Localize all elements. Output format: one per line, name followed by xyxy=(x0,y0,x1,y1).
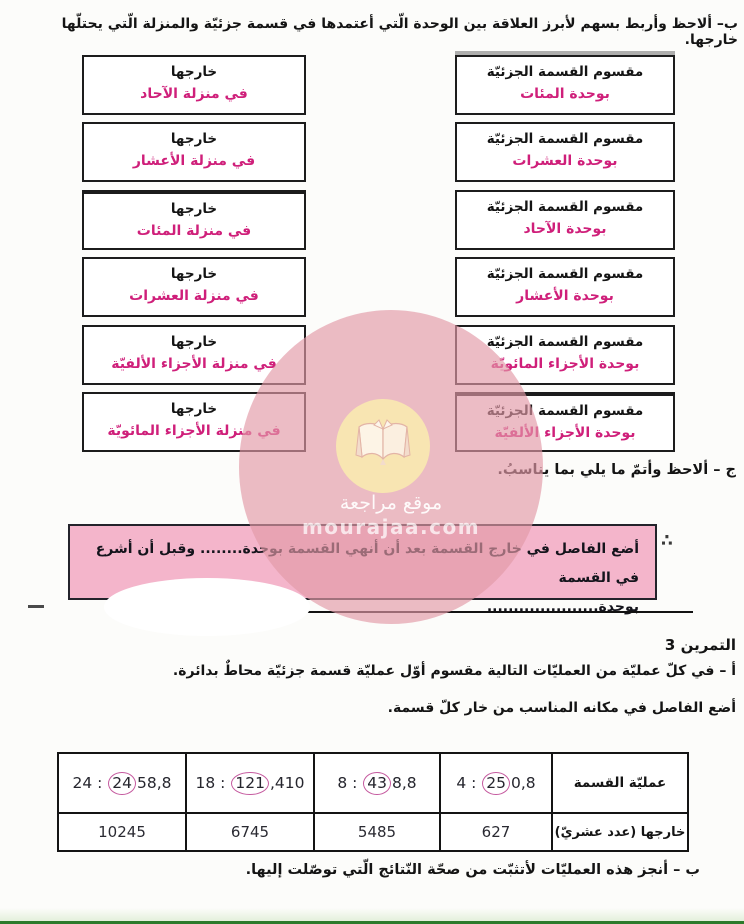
quotient-box-place: في منزلة العشرات xyxy=(129,288,259,305)
dividend-box-1: مقسوم القسمة الجزئيّة بوحدة المئات xyxy=(455,55,675,115)
operation-prefix: 24 : xyxy=(72,773,108,792)
quotient-box-title: خارجها xyxy=(170,334,218,350)
instruction-a: أ – في كلّ عمليّة من العمليّات التالية م… xyxy=(172,663,736,679)
dividend-box-title: مقسوم القسمة الجزئيّة xyxy=(486,334,644,350)
watermark-site-name: موقع مراجعة xyxy=(339,492,443,514)
quotient-box-title: خارجها xyxy=(170,131,218,147)
dividend-box-unit: بوحدة الأعشار xyxy=(516,288,614,305)
dividend-box-3: مقسوم القسمة الجزئيّة بوحدة الآحاد xyxy=(455,190,675,250)
dividend-box-title: مقسوم القسمة الجزئيّة xyxy=(486,131,644,147)
operation-suffix: ,410 xyxy=(269,773,305,792)
quotient-box-3: خارجها في منزلة المئات xyxy=(82,190,306,250)
dividend-box-title: مقسوم القسمة الجزئيّة xyxy=(486,64,644,80)
exercise3-title: التمرين 3 xyxy=(664,636,736,654)
instruction-b-bottom: ب – أنجز هذه العمليّات لأتثبّت من صحّة ا… xyxy=(245,862,700,878)
quotient-box-title: خارجها xyxy=(170,401,218,417)
dividend-box-unit: بوحدة الأجزاء المائويّة xyxy=(490,356,640,373)
instruction-b: ب– ألاحظ وأربط بسهم لأبرز العلاقة بين ال… xyxy=(61,16,738,48)
page-edge-border xyxy=(0,920,744,924)
circled-partial-dividend: 25 xyxy=(482,771,511,795)
quotient-box-title: خارجها xyxy=(170,201,218,217)
white-blob-overlay xyxy=(104,578,310,636)
quotient-box-title: خارجها xyxy=(170,64,218,80)
result-cell-1: 10245 xyxy=(57,812,187,852)
operation-prefix: 8 : xyxy=(337,773,363,792)
open-book-icon xyxy=(352,419,414,473)
quotient-box-place: في منزلة الآحاد xyxy=(140,86,248,103)
header-quotient: خارجها (عدد عشريّ) xyxy=(551,812,689,852)
result-cell-2: 6745 xyxy=(185,812,315,852)
table-row-results: خارجها (عدد عشريّ) 627 5485 6745 10245 xyxy=(57,812,689,852)
dividend-box-2: مقسوم القسمة الجزئيّة بوحدة العشرات xyxy=(455,122,675,182)
watermark-badge xyxy=(336,399,430,493)
operation-cell-1: 24 : 24 58,8 xyxy=(57,752,187,814)
operation-suffix: 0,8 xyxy=(511,773,536,792)
dividend-box-title: مقسوم القسمة الجزئيّة xyxy=(486,199,644,215)
quotient-box-place: في منزلة الأجزاء المائويّة xyxy=(107,423,281,440)
therefore-bullet-icon: ∴ xyxy=(661,531,673,551)
quotient-box-place: في منزلة المئات xyxy=(136,223,252,240)
operation-cell-2: 18 : 121,410 xyxy=(185,752,315,814)
quotient-box-place: في منزلة الأجزاء الألفيّة xyxy=(111,356,277,373)
instruction-c: ج – ألاحظ وأتمّ ما يلي بما يناسبُ. xyxy=(497,462,736,478)
operation-suffix: 58,8 xyxy=(137,773,172,792)
operation-prefix: 18 : xyxy=(195,773,231,792)
operation-prefix: 4 : xyxy=(456,773,482,792)
operation-cell-3: 8 : 43 8,8 xyxy=(313,752,441,814)
dividend-box-unit: بوحدة الآحاد xyxy=(523,221,607,238)
dividend-box-unit: بوحدة المئات xyxy=(520,86,610,103)
circled-partial-dividend: 43 xyxy=(363,771,392,795)
quotient-box-2: خارجها في منزلة الأعشار xyxy=(82,122,306,182)
division-table: عمليّة القسمة 4 : 25 0,8 8 : 43 8,8 18 : 1… xyxy=(57,752,689,852)
quotient-box-place: في منزلة الأعشار xyxy=(132,153,256,170)
quotient-box-6: خارجها في منزلة الأجزاء المائويّة xyxy=(82,392,306,452)
operation-suffix: 8,8 xyxy=(392,773,417,792)
circled-partial-dividend: 121 xyxy=(231,771,269,795)
result-cell-3: 5485 xyxy=(313,812,441,852)
result-cell-4: 627 xyxy=(439,812,553,852)
dividend-box-unit: بوحدة العشرات xyxy=(512,153,618,170)
dividend-box-4: مقسوم القسمة الجزئيّة بوحدة الأعشار xyxy=(455,257,675,317)
margin-dash xyxy=(28,605,44,608)
quotient-box-1: خارجها في منزلة الآحاد xyxy=(82,55,306,115)
header-operation: عمليّة القسمة xyxy=(551,752,689,814)
quotient-box-title: خارجها xyxy=(170,266,218,282)
page-edge-tint xyxy=(0,908,744,922)
dividend-box-title: مقسوم القسمة الجزئيّة xyxy=(486,266,644,282)
circled-partial-dividend: 24 xyxy=(108,771,137,795)
table-row-operations: عمليّة القسمة 4 : 25 0,8 8 : 43 8,8 18 : 1… xyxy=(57,752,689,814)
operation-cell-4: 4 : 25 0,8 xyxy=(439,752,553,814)
instruction-a2: أضع الفاصل في مكانه المناسب من خار كلّ ق… xyxy=(387,700,736,716)
quotient-box-4: خارجها في منزلة العشرات xyxy=(82,257,306,317)
watermark-site-url: mourajaa.com xyxy=(301,515,481,539)
